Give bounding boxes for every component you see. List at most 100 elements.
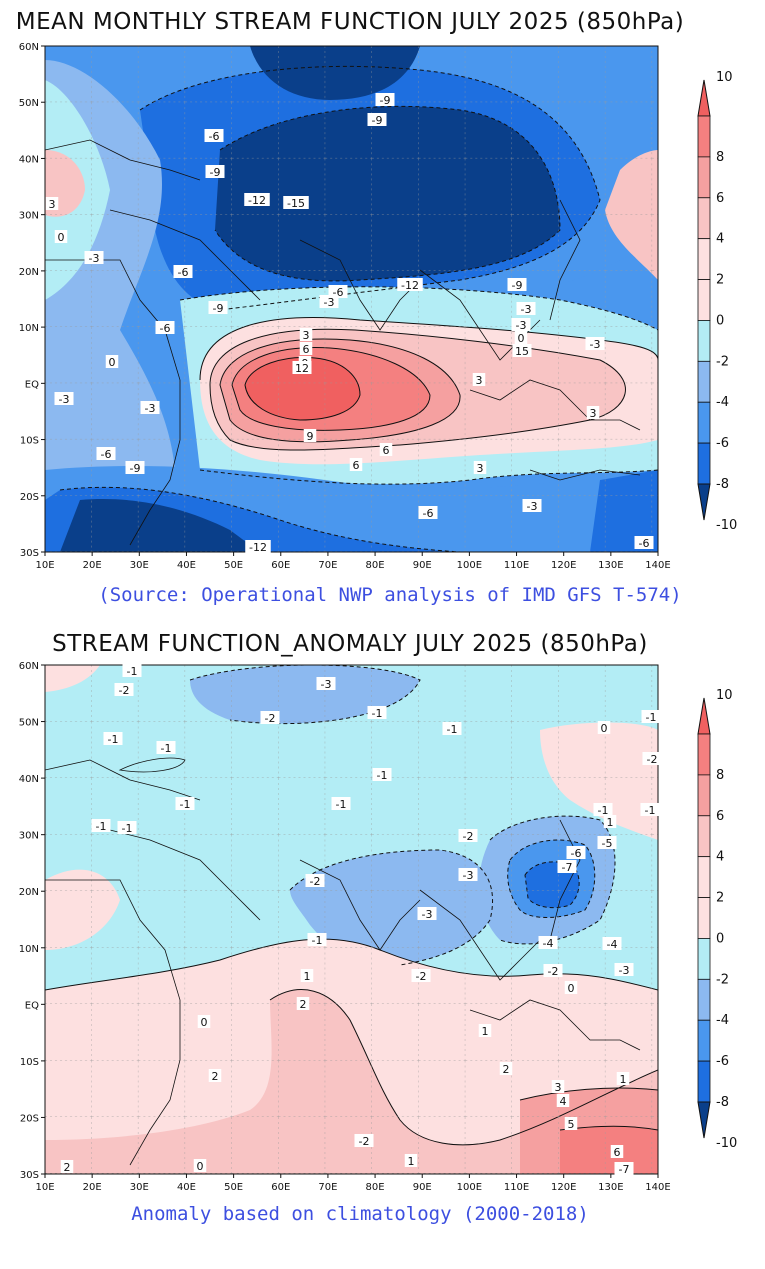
svg-text:-1: -1 bbox=[180, 798, 191, 811]
x-tick-label: 110E bbox=[504, 560, 529, 571]
contour-label: -3 bbox=[585, 337, 605, 351]
svg-text:-6: -6 bbox=[571, 847, 582, 860]
svg-text:-1: -1 bbox=[127, 665, 138, 678]
svg-text:-2: -2 bbox=[548, 965, 559, 978]
svg-text:-3: -3 bbox=[145, 402, 156, 415]
contour-label: 6 bbox=[610, 1145, 624, 1159]
colorbar-label: 4 bbox=[716, 232, 724, 247]
svg-text:15: 15 bbox=[515, 345, 529, 358]
contour-label: 0 bbox=[105, 355, 119, 369]
svg-text:-2: -2 bbox=[416, 970, 427, 983]
svg-text:0: 0 bbox=[518, 332, 525, 345]
svg-text:-9: -9 bbox=[210, 166, 221, 179]
colorbar-label: -8 bbox=[716, 477, 729, 492]
contour-label: -7 bbox=[557, 860, 577, 874]
contour-label: 3 bbox=[299, 328, 313, 342]
contour-label: 0 bbox=[564, 981, 578, 995]
svg-text:-12: -12 bbox=[249, 541, 267, 554]
svg-text:-1: -1 bbox=[312, 934, 323, 947]
svg-text:-1: -1 bbox=[96, 820, 107, 833]
y-tick-label: EQ bbox=[25, 1000, 39, 1011]
contour-label: 2 bbox=[60, 1160, 74, 1174]
contour-label: 5 bbox=[564, 1117, 578, 1131]
x-tick-label: 90E bbox=[413, 560, 432, 571]
mean-streamfunction-panel: MEAN MONTHLY STREAM FUNCTION JULY 2025 (… bbox=[0, 0, 765, 620]
svg-text:-6: -6 bbox=[160, 322, 171, 335]
colorbar-label: -6 bbox=[716, 436, 729, 451]
colorbar-band bbox=[697, 1060, 711, 1103]
svg-text:-3: -3 bbox=[590, 338, 601, 351]
colorbar-label: 8 bbox=[716, 768, 724, 783]
x-tick-label: 20E bbox=[83, 560, 102, 571]
colorbar-band bbox=[697, 320, 711, 362]
svg-text:-9: -9 bbox=[130, 462, 141, 475]
svg-text:12: 12 bbox=[295, 362, 309, 375]
contour-label: -6 bbox=[173, 265, 193, 279]
y-tick-label: 40N bbox=[19, 774, 39, 785]
x-tick-label: 30E bbox=[130, 560, 149, 571]
svg-text:2: 2 bbox=[300, 998, 307, 1011]
y-tick-label: 10N bbox=[19, 323, 39, 334]
svg-text:-7: -7 bbox=[562, 861, 573, 874]
contour-label: -2 bbox=[114, 683, 134, 697]
contour-label: 0 bbox=[193, 1159, 207, 1173]
contour-label: -6 bbox=[566, 846, 586, 860]
svg-text:-3: -3 bbox=[59, 393, 70, 406]
contour-label: 12 bbox=[292, 361, 312, 375]
contour-label: -3 bbox=[511, 318, 531, 332]
contour-label: -6 bbox=[418, 506, 438, 520]
contour-label: -6 bbox=[96, 447, 116, 461]
svg-text:6: 6 bbox=[614, 1146, 621, 1159]
y-tick-label: EQ bbox=[25, 379, 39, 390]
svg-text:1: 1 bbox=[607, 816, 614, 829]
x-tick-label: 10E bbox=[35, 1182, 54, 1193]
contour-label: -3 bbox=[522, 499, 542, 513]
svg-text:-6: -6 bbox=[333, 286, 344, 299]
contour-label: 3 bbox=[473, 461, 487, 475]
x-axis-ticks: 10E 20E 30E 40E 50E 60E 70E 80E 90E 100E 110E 120E 1… bbox=[35, 552, 671, 571]
colorbar-label: -10 bbox=[716, 1136, 737, 1151]
svg-text:-3: -3 bbox=[89, 252, 100, 265]
x-tick-label: 120E bbox=[551, 560, 576, 571]
svg-text:-3: -3 bbox=[521, 303, 532, 316]
svg-text:-9: -9 bbox=[380, 94, 391, 107]
contour-label: -1 bbox=[331, 797, 351, 811]
contour-label: 0 bbox=[514, 331, 528, 345]
contour-label: -6 bbox=[328, 285, 348, 299]
contour-label: -2 bbox=[458, 829, 478, 843]
contour-label: -6 bbox=[634, 536, 654, 550]
contour-label: -9 bbox=[375, 93, 395, 107]
contour-label: -3 bbox=[417, 907, 437, 921]
colorbar-label: -4 bbox=[716, 395, 729, 410]
contour-label: 2 bbox=[499, 1062, 513, 1076]
svg-text:-6: -6 bbox=[209, 130, 220, 143]
contour-label: -4 bbox=[538, 936, 558, 950]
svg-text:-12: -12 bbox=[248, 194, 266, 207]
svg-text:-9: -9 bbox=[372, 114, 383, 127]
x-tick-label: 70E bbox=[318, 1182, 337, 1193]
y-tick-label: 40N bbox=[19, 154, 39, 165]
contour-label: -1 bbox=[103, 732, 123, 746]
svg-text:9: 9 bbox=[307, 430, 314, 443]
y-tick-label: 20N bbox=[19, 267, 39, 278]
contour-label: -7 bbox=[614, 1162, 634, 1176]
svg-text:-2: -2 bbox=[265, 712, 276, 725]
svg-text:-9: -9 bbox=[512, 279, 523, 292]
colorbar-label: 2 bbox=[716, 273, 724, 288]
svg-text:-2: -2 bbox=[647, 753, 658, 766]
colorbar-label: 6 bbox=[716, 809, 724, 824]
svg-text:-6: -6 bbox=[178, 266, 189, 279]
contour-label: 9 bbox=[303, 429, 317, 443]
svg-text:5: 5 bbox=[568, 1118, 575, 1131]
x-tick-label: 40E bbox=[177, 560, 196, 571]
contour-label: -4 bbox=[602, 937, 622, 951]
contour-label: -3 bbox=[516, 302, 536, 316]
svg-text:3: 3 bbox=[590, 407, 597, 420]
svg-text:-15: -15 bbox=[287, 197, 305, 210]
contour-label: -1 bbox=[593, 803, 613, 817]
y-axis-ticks: 60N 50N 40N 30N 20N 10N EQ 10S 20S 30S bbox=[19, 661, 45, 1181]
contour-labels: -9-9-6-9-12-15-3-6-9-12-9-6-3-3-6-303961… bbox=[45, 93, 654, 554]
svg-text:2: 2 bbox=[212, 1070, 219, 1083]
x-tick-label: 110E bbox=[504, 1182, 529, 1193]
contour-label: -1 bbox=[175, 797, 195, 811]
